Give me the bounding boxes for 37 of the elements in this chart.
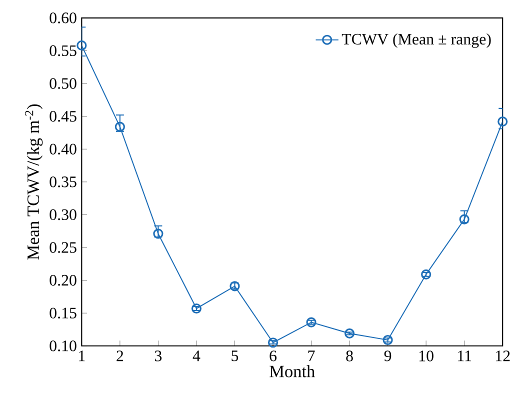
- x-tick-label: 2: [116, 350, 124, 361]
- x-axis-title: Month: [270, 364, 315, 378]
- point: [306, 317, 316, 328]
- x-tick-label: 7: [308, 350, 315, 361]
- y-tick-label: 0.45: [50, 110, 76, 122]
- y-tick-label: 0.25: [50, 242, 76, 253]
- point: [459, 214, 470, 224]
- y-tick-label: 0.55: [50, 45, 76, 56]
- point: [421, 269, 432, 280]
- y-tick-label: 0.60: [50, 12, 76, 24]
- y-tick-label: 0.50: [50, 78, 76, 89]
- y-tick-label: 0.10: [50, 340, 76, 352]
- y-tick-label: 0.40: [50, 144, 76, 154]
- point: [344, 328, 355, 338]
- point: [76, 40, 87, 50]
- point: [153, 228, 164, 239]
- x-tick-label: 1: [79, 350, 85, 361]
- x-tick-label: 11: [458, 350, 472, 361]
- y-tick-label: 0.30: [50, 209, 76, 220]
- x-tick-label: 6: [270, 350, 277, 362]
- y-axis-title: Mean TCWV/(kg m$^{-2}$): [25, 104, 43, 260]
- x-tick-label: 3: [154, 350, 162, 362]
- point: [114, 122, 125, 132]
- point: [498, 116, 508, 126]
- x-tick-label: 12: [496, 350, 510, 361]
- x-tick-label: 5: [232, 350, 238, 361]
- x-tick-label: 10: [420, 350, 434, 362]
- y-tick-label: 0.20: [50, 274, 76, 286]
- point: [382, 334, 393, 345]
- x-tick-label: 9: [384, 350, 392, 362]
- y-tick-label: 0.35: [50, 176, 76, 188]
- y-tick-label: 0.15: [50, 308, 76, 318]
- x-tick-label: 8: [346, 350, 353, 362]
- point: [191, 303, 202, 314]
- legend-label: TCWV (Mean ± range): [342, 33, 491, 48]
- point: [268, 337, 278, 348]
- x-tick-label: 4: [192, 350, 200, 361]
